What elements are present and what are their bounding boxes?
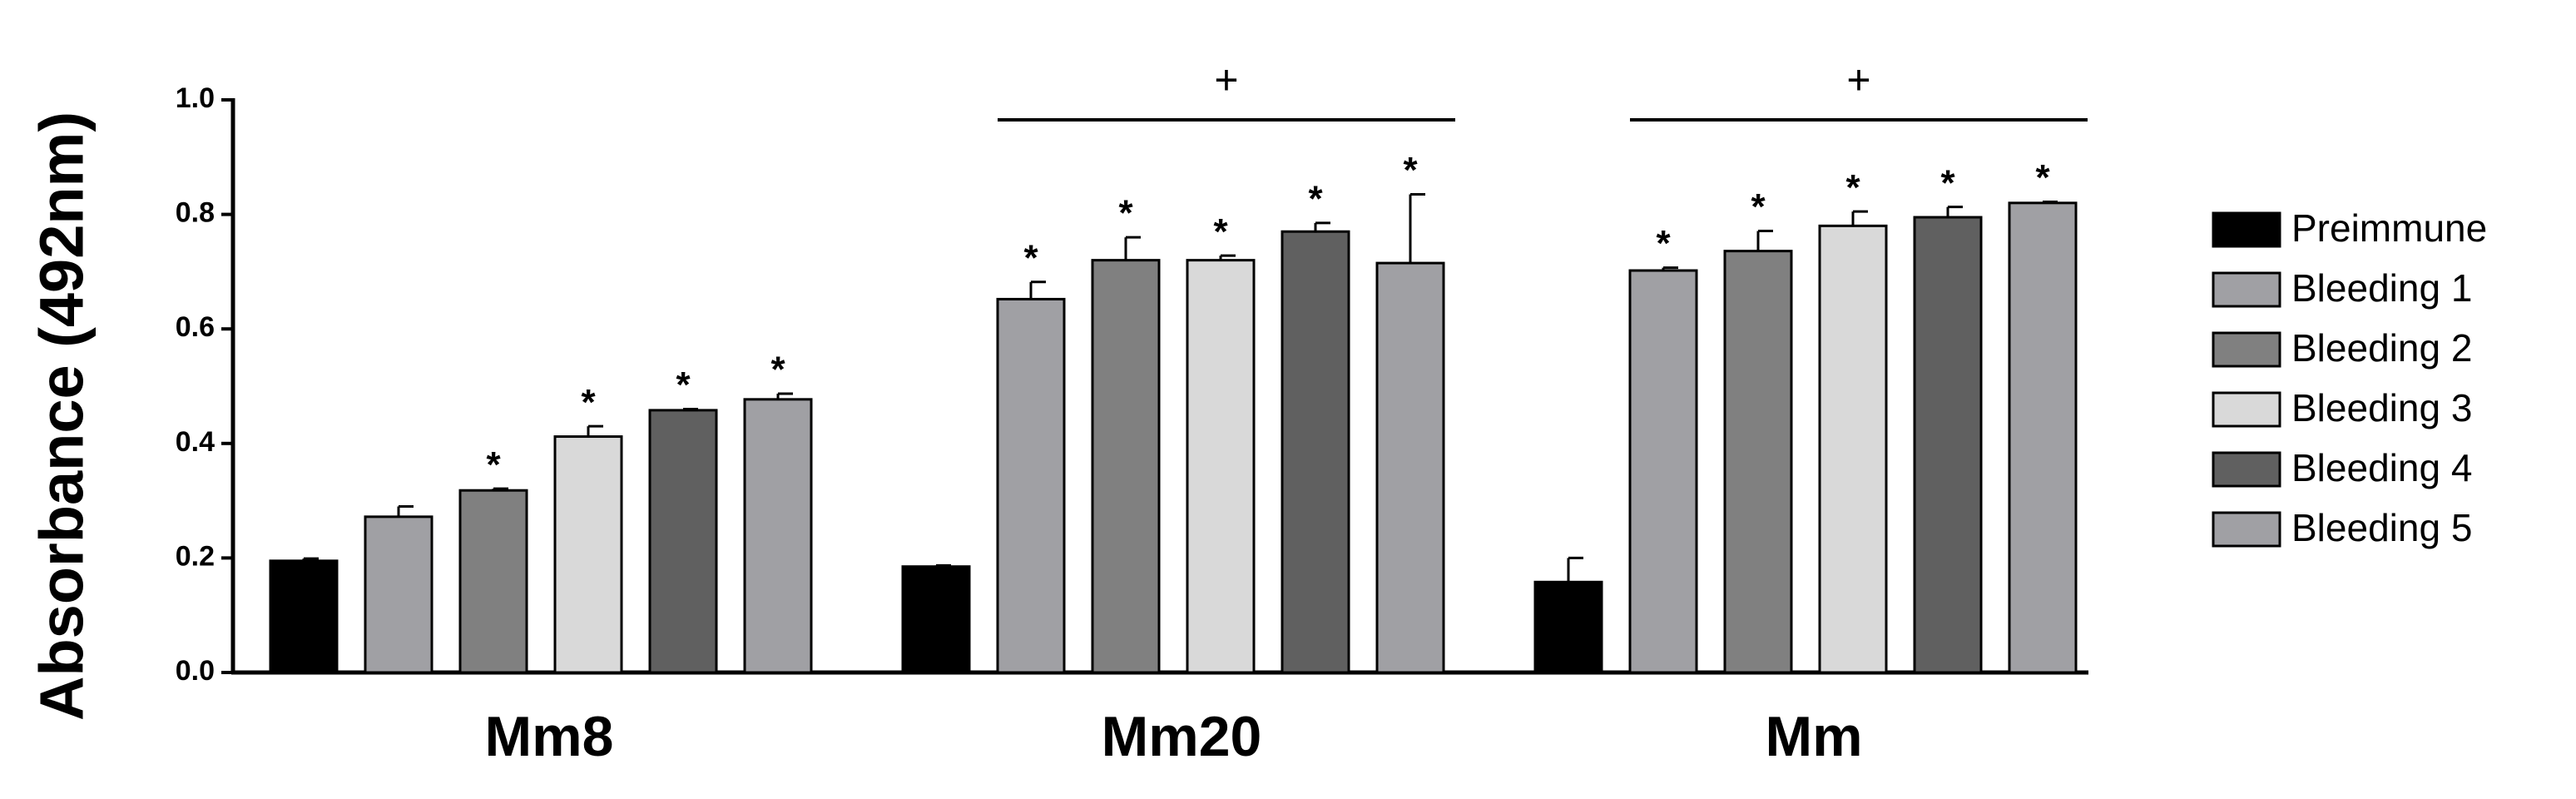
legend-swatch <box>2212 391 2281 428</box>
legend-swatch <box>2212 331 2281 368</box>
bar <box>996 297 1066 674</box>
bar <box>1913 216 1983 674</box>
bar <box>1091 259 1161 674</box>
legend-swatch <box>2212 211 2281 248</box>
significance-mark: * <box>1845 167 1860 208</box>
bar <box>1628 269 1698 674</box>
bar <box>1533 580 1603 674</box>
group-annotation: + <box>1846 57 1870 103</box>
significance-mark: * <box>486 444 501 485</box>
significance-mark: * <box>676 365 691 405</box>
legend-label: Bleeding 1 <box>2291 266 2472 310</box>
y-tick-label: 0.2 <box>176 540 215 572</box>
legend-label: Preimmune <box>2291 206 2487 250</box>
bar <box>1186 259 1256 674</box>
significance-mark: * <box>1118 193 1133 234</box>
significance-mark: * <box>1023 237 1038 278</box>
significance-mark: * <box>1940 162 1955 203</box>
bar <box>1818 224 1888 674</box>
bar <box>269 559 339 674</box>
bar <box>901 565 971 674</box>
x-tick-label: Mm8 <box>485 705 614 768</box>
y-tick-label: 1.0 <box>176 82 215 114</box>
significance-mark: * <box>1308 179 1323 220</box>
significance-mark: * <box>1751 186 1766 227</box>
y-tick-label: 0.0 <box>176 655 215 687</box>
x-tick-label: Mm20 <box>1102 705 1262 768</box>
legend-swatch <box>2212 511 2281 548</box>
significance-mark: * <box>1656 223 1671 264</box>
y-tick-label: 0.4 <box>176 426 215 458</box>
bar <box>1281 230 1350 674</box>
significance-mark: * <box>1213 211 1228 252</box>
significance-mark: * <box>770 350 785 390</box>
significance-mark: * <box>2035 157 2050 198</box>
bar <box>1723 250 1793 674</box>
x-tick-label: Mm <box>1765 705 1862 768</box>
significance-mark: * <box>581 382 596 423</box>
y-tick-label: 0.6 <box>176 311 215 343</box>
group-annotation: + <box>1214 57 1238 103</box>
bar <box>648 409 718 674</box>
bar <box>458 489 528 674</box>
legend-swatch <box>2212 451 2281 488</box>
legend-label: Bleeding 5 <box>2291 506 2472 549</box>
legend-swatch <box>2212 271 2281 308</box>
bar <box>2008 201 2078 674</box>
significance-mark: * <box>1403 150 1418 191</box>
bar <box>553 435 623 674</box>
y-axis-label: Absorbance (492nm) <box>27 112 97 721</box>
legend-label: Bleeding 4 <box>2291 446 2472 489</box>
bar <box>743 398 813 674</box>
bar <box>364 515 433 674</box>
bar <box>1375 261 1445 674</box>
legend-label: Bleeding 2 <box>2291 326 2472 370</box>
legend-label: Bleeding 3 <box>2291 386 2472 429</box>
y-tick-label: 0.8 <box>176 197 215 229</box>
